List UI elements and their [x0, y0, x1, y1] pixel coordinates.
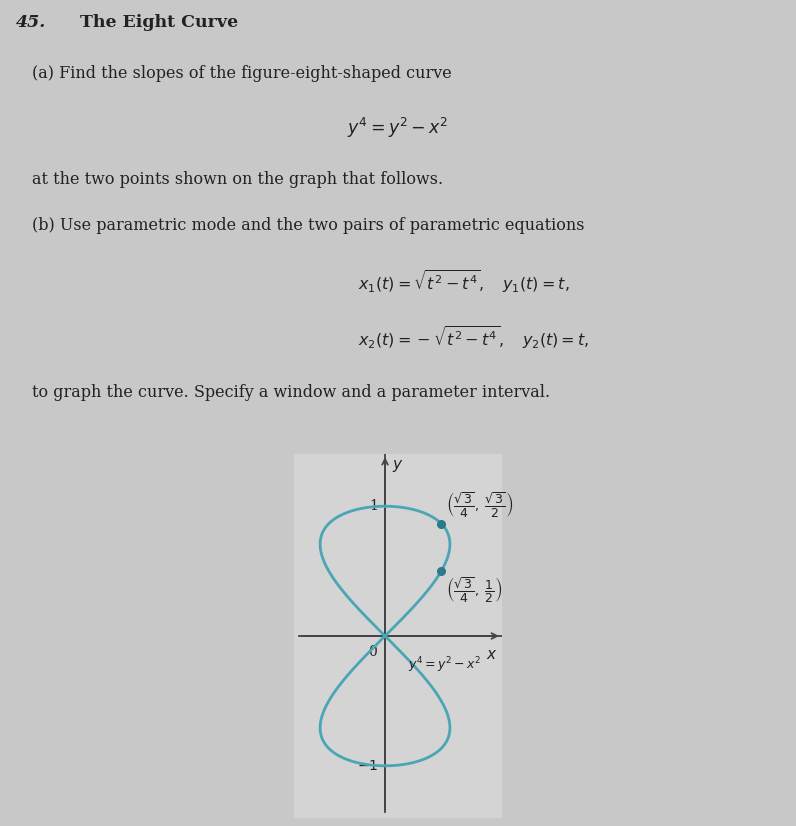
Text: $y^4 = y^2 - x^2$: $y^4 = y^2 - x^2$ — [408, 656, 482, 675]
Text: The Eight Curve: The Eight Curve — [80, 14, 238, 31]
Text: $\left(\dfrac{\sqrt{3}}{4},\ \dfrac{1}{2}\right)$: $\left(\dfrac{\sqrt{3}}{4},\ \dfrac{1}{2… — [447, 575, 503, 605]
Text: 45.: 45. — [16, 14, 46, 31]
Text: $x_2(t) = -\sqrt{t^2 - t^4},\quad y_2(t) = t,$: $x_2(t) = -\sqrt{t^2 - t^4},\quad y_2(t)… — [358, 324, 590, 351]
Text: 0: 0 — [369, 645, 377, 659]
Text: at the two points shown on the graph that follows.: at the two points shown on the graph tha… — [32, 171, 443, 188]
Text: $-1$: $-1$ — [357, 759, 379, 773]
Text: (b) Use parametric mode and the two pairs of parametric equations: (b) Use parametric mode and the two pair… — [32, 217, 584, 235]
Text: $\left(\dfrac{\sqrt{3}}{4},\ \dfrac{\sqrt{3}}{2}\right)$: $\left(\dfrac{\sqrt{3}}{4},\ \dfrac{\sqr… — [447, 490, 513, 520]
Text: $y$: $y$ — [392, 458, 403, 474]
Text: to graph the curve. Specify a window and a parameter interval.: to graph the curve. Specify a window and… — [32, 384, 550, 401]
Text: $x_1(t) = \sqrt{t^2 - t^4},\quad y_1(t) = t,$: $x_1(t) = \sqrt{t^2 - t^4},\quad y_1(t) … — [358, 268, 570, 295]
Text: 1: 1 — [369, 499, 379, 513]
Text: $y^4 = y^2 - x^2$: $y^4 = y^2 - x^2$ — [347, 116, 449, 140]
Text: $x$: $x$ — [486, 648, 498, 662]
Text: (a) Find the slopes of the figure-eight-shaped curve: (a) Find the slopes of the figure-eight-… — [32, 64, 451, 82]
